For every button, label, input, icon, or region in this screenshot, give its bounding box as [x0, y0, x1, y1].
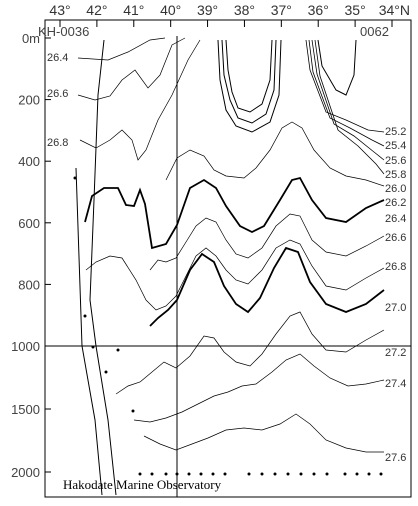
- contour-right-2: [308, 39, 385, 147]
- right-contour-label: 27.2: [385, 347, 406, 359]
- left-contour-label: 26.6: [47, 88, 68, 100]
- station-dots: [73, 176, 383, 476]
- depth-axis: 0m 200 400 600 800 1000 1500 2000: [11, 31, 51, 480]
- station-dot: [211, 472, 215, 476]
- lat-tick-label: 35°: [345, 2, 366, 18]
- bottom-left-edge: [75, 167, 103, 496]
- bottom-topography: [75, 39, 117, 496]
- credit-text: Hakodate Marine Observatory: [63, 477, 222, 492]
- depth-tick-label: 800: [18, 277, 40, 292]
- contour-25.2: [225, 39, 273, 113]
- contour-26.2: [165, 121, 385, 187]
- station-dot: [312, 472, 316, 476]
- bottom-right-edge: [89, 39, 117, 496]
- station-dot: [355, 472, 359, 476]
- right-contour-label: 25.8: [385, 169, 406, 181]
- contour-27.4: [133, 353, 385, 423]
- lat-tick-label: 41°: [123, 2, 144, 18]
- contour-right-3: [311, 39, 385, 161]
- station-dot: [150, 472, 154, 476]
- depth-tick-label: 2000: [11, 465, 40, 480]
- contour-27.6: [143, 413, 384, 453]
- depth-tick-label: 0m: [22, 31, 40, 46]
- right-contour-label: 26.0: [385, 183, 406, 195]
- contour-right-4: [314, 39, 385, 175]
- station-dot: [164, 472, 168, 476]
- station-dot: [104, 370, 108, 374]
- station-dot: [247, 472, 251, 476]
- depth-tick-label: 600: [18, 216, 40, 231]
- contour-26.4-mid: [149, 213, 385, 271]
- right-contour-label: 25.4: [385, 140, 406, 152]
- contour-26.0: [84, 176, 385, 250]
- right-contour-label: 26.8: [385, 261, 406, 273]
- lat-tick-label: 38°: [234, 2, 255, 18]
- right-contour-label: 25.2: [385, 126, 406, 138]
- contour-right-top: [317, 39, 357, 96]
- contour-25.4: [221, 39, 277, 124]
- lat-tick-label: 37°: [271, 2, 292, 18]
- lat-tick-label: 42°: [86, 2, 107, 18]
- depth-tick-label: 1000: [11, 339, 40, 354]
- contour-26.4-left: [77, 37, 166, 61]
- station-dot: [273, 472, 277, 476]
- left-contour-label: 26.8: [47, 137, 68, 149]
- station-dot: [260, 472, 264, 476]
- right-contour-labels: 25.2 25.4 25.6 25.8 26.0 26.2 26.4 26.6 26.8 27.0…: [385, 126, 406, 464]
- station-dot: [199, 472, 203, 476]
- contour-lines: [77, 37, 385, 453]
- station-right-label: 0062: [360, 24, 389, 39]
- station-dot: [299, 472, 303, 476]
- contour-right-1: [305, 39, 385, 133]
- depth-tick-label: 1500: [11, 402, 40, 417]
- station-dot: [138, 472, 142, 476]
- right-contour-label: 27.4: [385, 378, 406, 390]
- right-contour-label: 26.6: [385, 232, 406, 244]
- right-contour-label: 25.6: [385, 155, 406, 167]
- station-dot: [379, 472, 383, 476]
- depth-tick-label: 200: [18, 93, 40, 108]
- left-contour-label: 26.4: [47, 52, 68, 64]
- contour-25.6: [217, 39, 282, 133]
- plot-frame: [44, 19, 412, 498]
- station-dot: [367, 472, 371, 476]
- lat-tick-label: 34°N: [379, 2, 410, 18]
- contour-26.6-left: [77, 37, 186, 101]
- lat-tick-label: 39°: [197, 2, 218, 18]
- station-dot: [223, 472, 227, 476]
- contour-27.0: [149, 246, 385, 327]
- contour-26.8-left: [79, 39, 201, 161]
- station-dot: [187, 472, 191, 476]
- station-dot: [325, 472, 329, 476]
- station-dot: [91, 345, 95, 349]
- depth-tick-label: 400: [18, 154, 40, 169]
- station-dot: [131, 409, 135, 413]
- left-contour-labels: 26.4 26.6 26.8: [47, 52, 68, 149]
- station-dot: [286, 472, 290, 476]
- station-left-label: KH-0036: [38, 24, 89, 39]
- lat-tick-label: 43°: [49, 2, 70, 18]
- latitude-axis: 43° 42° 41° 40° 39° 38° 37° 36° 35° 34°N: [49, 2, 410, 27]
- contour-27.2: [115, 311, 385, 395]
- station-dot: [175, 472, 179, 476]
- right-contour-label: 26.4: [385, 213, 406, 225]
- lat-tick-label: 40°: [160, 2, 181, 18]
- station-dot: [116, 348, 120, 352]
- station-dot: [73, 176, 77, 180]
- right-contour-label: 27.0: [385, 302, 406, 314]
- station-dot: [83, 314, 87, 318]
- contour-26.6-mid: [85, 239, 385, 311]
- station-dot: [343, 472, 347, 476]
- right-contour-label: 26.2: [385, 197, 406, 209]
- lat-tick-label: 36°: [308, 2, 329, 18]
- right-contour-label: 27.6: [385, 452, 406, 464]
